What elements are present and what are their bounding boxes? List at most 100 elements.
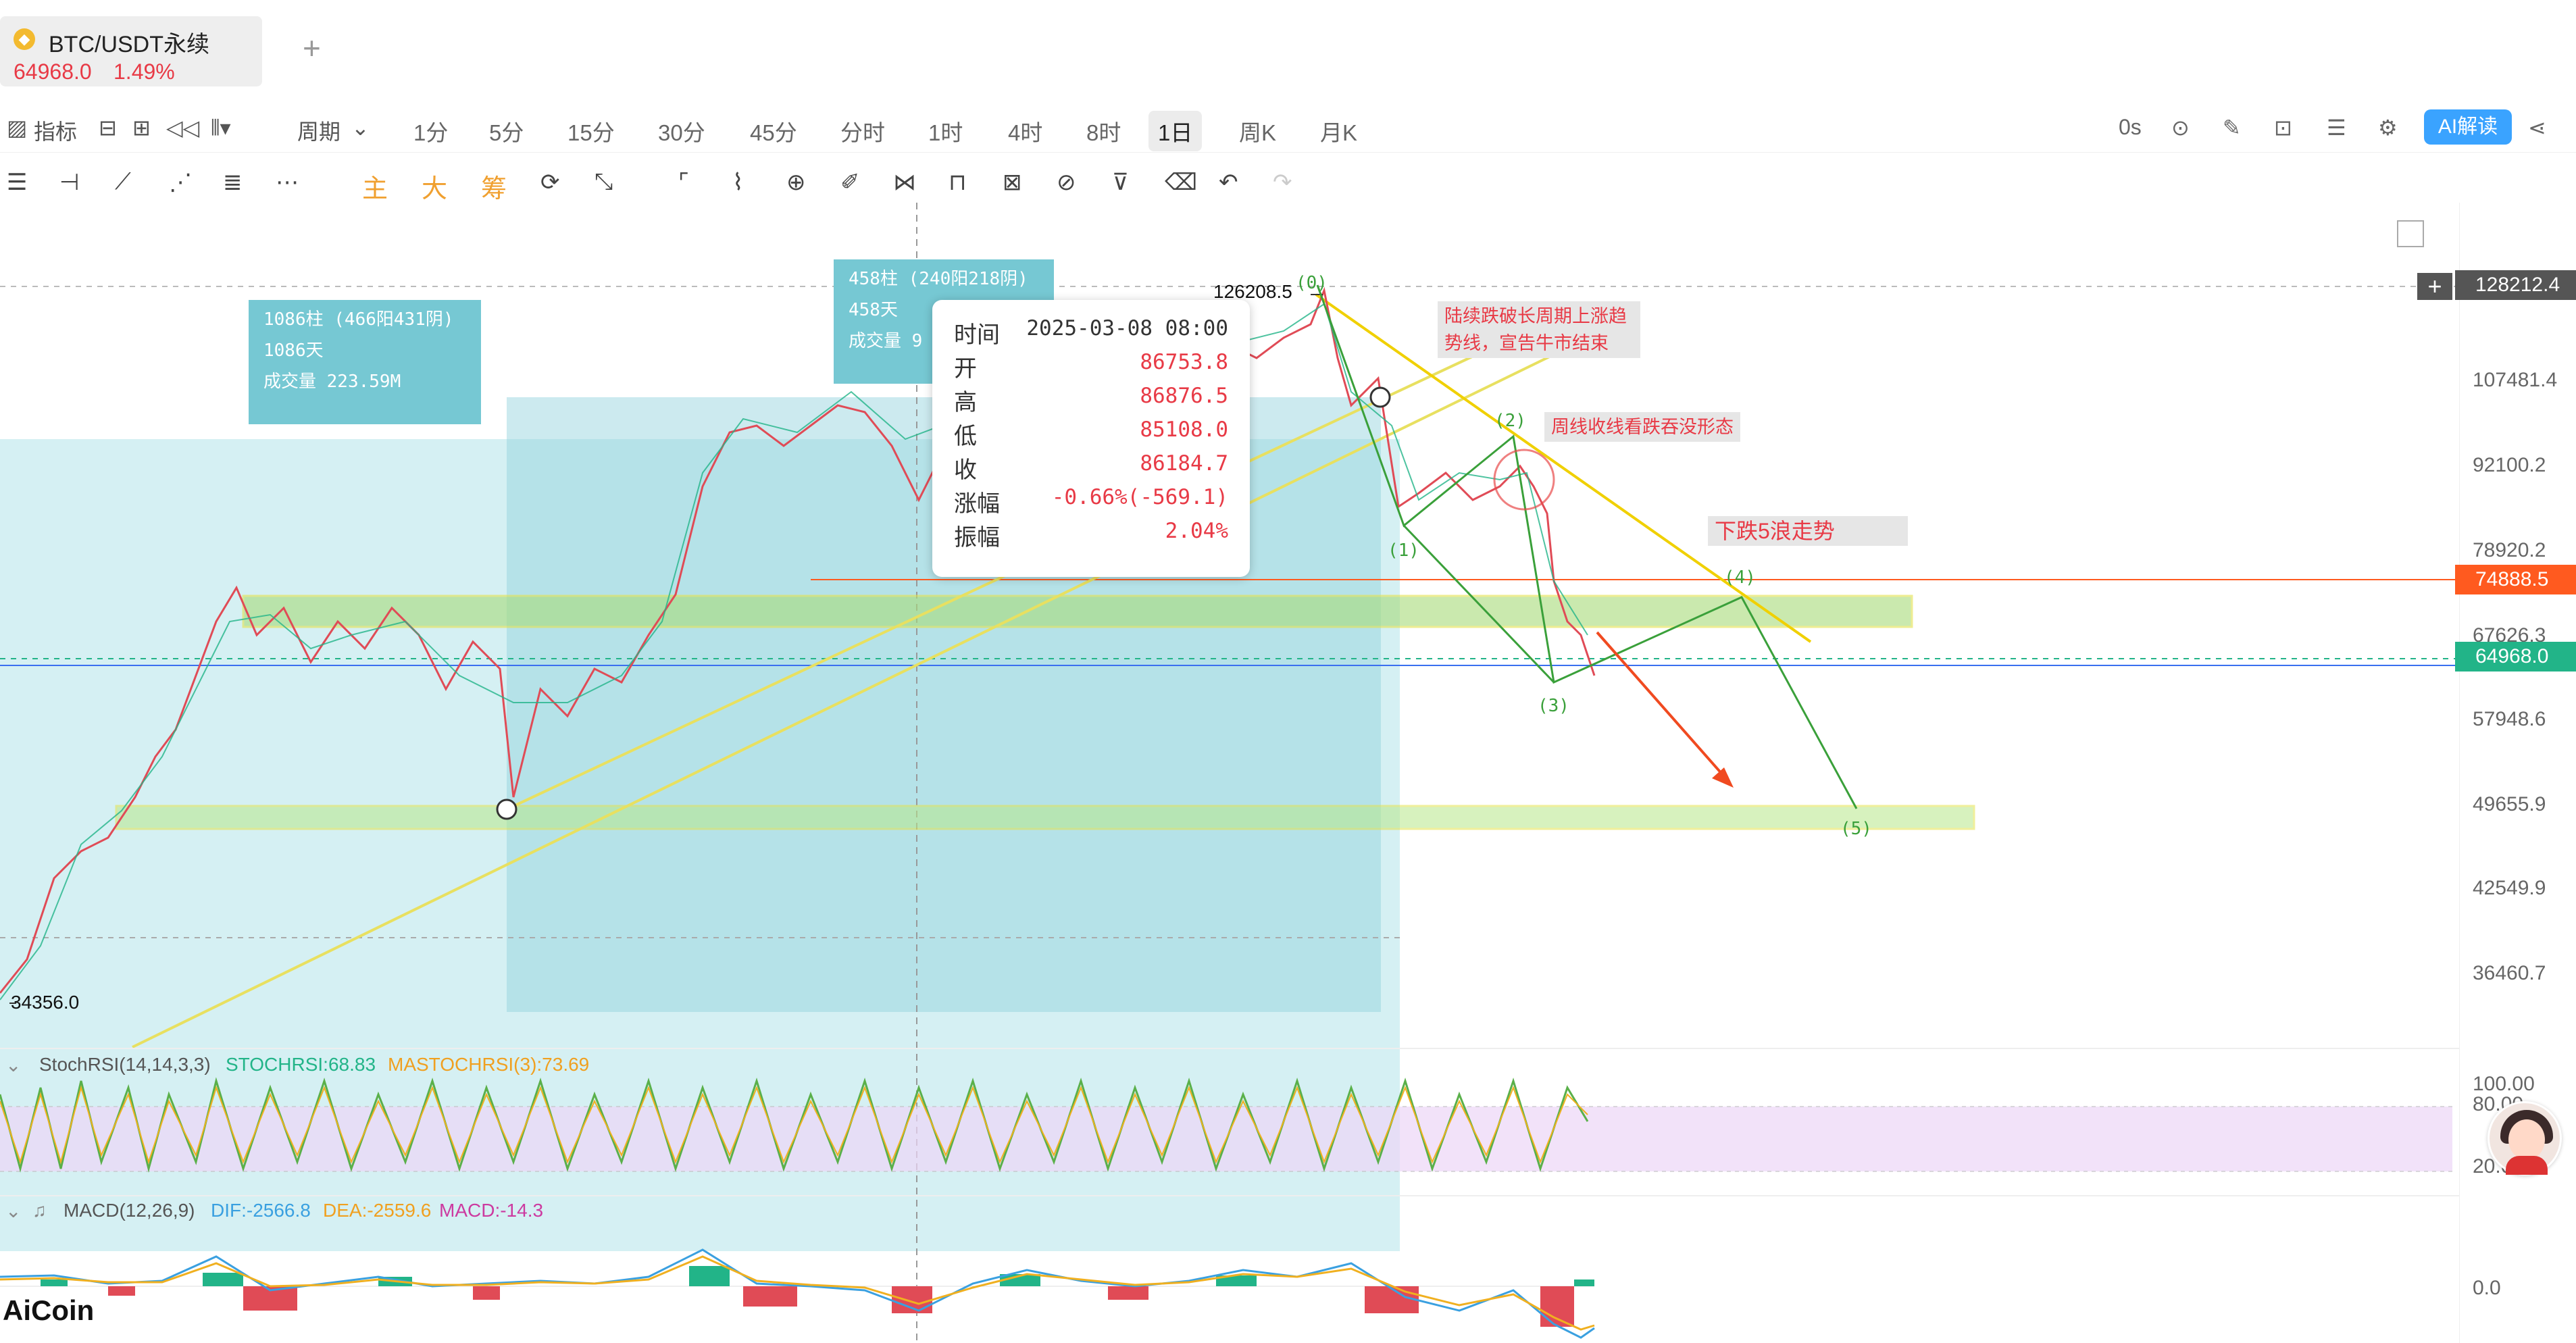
support-zone (115, 805, 1975, 830)
tooltip-change-label: 涨幅 (954, 491, 1000, 517)
high-price-label: 126208.5 (1213, 281, 1292, 302)
template-icon[interactable]: ⊠ (1003, 170, 1022, 195)
axis-label: 42549.9 (2473, 877, 2546, 899)
tooltip-close-value: 86184.7 (1140, 451, 1228, 476)
orange-price-tag: 74888.5 (2455, 565, 2576, 594)
lock-icon[interactable]: ⊓ (949, 170, 967, 195)
tf-4h[interactable]: 4时 (1008, 120, 1043, 145)
tf-15min[interactable]: 15分 (567, 120, 615, 145)
brush-icon[interactable]: ✐ (840, 170, 860, 195)
menu-icon[interactable]: ☰ (7, 170, 28, 195)
stoch-axis-100: 100.00 (2473, 1073, 2535, 1095)
wave-label-0: (0) (1296, 273, 1328, 293)
compare-icon[interactable]: ⊞ (132, 116, 151, 140)
measure-icon[interactable]: ⤡ (595, 169, 613, 195)
symbol-tab[interactable]: ◆ BTC/USDT永续 64968.0 1.49% (0, 16, 262, 86)
axis-label: 107481.4 (2473, 369, 2558, 391)
macd-value: MACD:-14.3 (439, 1200, 544, 1221)
macd-dif-line (0, 1248, 1595, 1339)
range-days: 1086天 (263, 340, 324, 361)
tf-5min[interactable]: 5分 (489, 120, 524, 145)
stochrsi-name[interactable]: StochRSI(14,14,3,3) (39, 1054, 211, 1075)
wave-label-1: (1) (1388, 540, 1419, 561)
tooltip-low-label: 低 (954, 424, 977, 449)
main-indicator-button[interactable]: 主 (362, 175, 388, 203)
zoom-icon[interactable]: ⊕ (786, 170, 806, 195)
fib-icon[interactable]: ≣ (223, 170, 243, 195)
tooltip-amplitude-label: 振幅 (954, 525, 1000, 551)
main-toolbar: ▨ 指标 ⊟ ⊞ ◁◁ ⫴▾ 周期 ⌄ 1分 5分 15分 30分 45分 分时… (0, 101, 2576, 153)
countdown-timer: 0s (2119, 115, 2142, 139)
wave-label-3: (3) (1538, 696, 1569, 716)
tf-8h[interactable]: 8时 (1086, 120, 1121, 145)
ruler-icon[interactable]: ⌇ (732, 170, 744, 195)
price-change: 1.49% (113, 59, 175, 84)
fullscreen-icon[interactable] (2397, 220, 2424, 247)
bell-icon[interactable]: ♫ (32, 1200, 47, 1221)
range-bars: 458柱 (240阳218阴) (849, 269, 1028, 289)
add-alert-icon[interactable]: + (2417, 273, 2452, 300)
tf-month[interactable]: 月K (1320, 120, 1358, 145)
tf-1d[interactable]: 1日 (1148, 111, 1203, 151)
hide-icon[interactable]: ⊘ (1057, 170, 1076, 195)
macd-name[interactable]: MACD(12,26,9) (64, 1200, 195, 1221)
mastochrsi-value: MASTOCHRSI(3):73.69 (388, 1054, 590, 1075)
chevron-down-icon[interactable]: ⌄ (351, 116, 370, 140)
assistant-avatar[interactable] (2487, 1101, 2562, 1175)
trash-icon[interactable]: ⌫ (1165, 170, 1198, 195)
collapse-icon[interactable]: ⌄ (5, 1200, 22, 1221)
list-icon[interactable]: ☰ (2327, 116, 2346, 140)
annotation-line: 势线，宣告牛市结束 (1444, 333, 1609, 353)
tooltip-time-value: 2025-03-08 08:00 (1026, 316, 1228, 340)
wave-label-2: (2) (1494, 411, 1526, 431)
tf-timeshare[interactable]: 分时 (840, 120, 885, 145)
indicator-icon[interactable]: ▨ (7, 116, 28, 140)
last-price-tag: 64968.0 (2455, 642, 2576, 672)
magnet-icon[interactable]: ⟳ (540, 170, 560, 195)
axis-label: 36460.7 (2473, 962, 2546, 984)
tooltip-low-value: 85108.0 (1140, 417, 1228, 442)
wave-label-4: (4) (1724, 567, 1756, 588)
collapse-icon[interactable]: ⌄ (5, 1055, 22, 1075)
candle-tooltip: 时间 2025-03-08 08:00 开 86753.8 高 86876.5 低 85… (932, 300, 1250, 577)
ai-interpret-button[interactable]: AI解读 (2424, 109, 2512, 145)
period-dropdown[interactable]: 周期 (297, 120, 341, 144)
alert-icon[interactable]: ⊡ (2274, 116, 2292, 140)
pen-icon[interactable]: ✎ (2223, 116, 2241, 140)
tf-1min[interactable]: 1分 (413, 120, 449, 145)
wave-lines (1316, 284, 1858, 809)
range-info-left: 1086柱 (466阳431阴) 1086天 成交量 223.59M (249, 300, 481, 424)
tooltip-high-value: 86876.5 (1140, 384, 1228, 408)
tf-1h[interactable]: 1时 (928, 120, 963, 145)
price-line (0, 286, 1596, 994)
settings-icon[interactable]: ⚙ (2378, 116, 2398, 140)
tf-30min[interactable]: 30分 (658, 120, 705, 145)
tf-week[interactable]: 周K (1239, 120, 1277, 145)
add-tab-icon[interactable]: + (303, 30, 321, 66)
horizontal-line-icon[interactable]: ⊣ (59, 170, 80, 195)
pattern-icon[interactable]: ⋈ (893, 170, 916, 195)
symbol-name: BTC/USDT永续 (49, 32, 209, 57)
camera-icon[interactable]: ⊙ (2171, 116, 2190, 140)
undo-icon[interactable]: ↶ (1219, 170, 1238, 195)
select-icon[interactable]: ⌜ (678, 170, 689, 195)
chip-button[interactable]: 筹 (481, 175, 507, 203)
more-icon[interactable]: ⋯ (276, 170, 299, 195)
trend-line-icon[interactable]: ⟋ (115, 169, 131, 195)
share-icon[interactable]: ⋖ (2528, 116, 2546, 140)
filter-icon[interactable]: ⊽ (1112, 170, 1129, 195)
candle-type-icon[interactable]: ⫴▾ (211, 116, 231, 140)
range-volume: 成交量 223.59M (263, 372, 401, 392)
redo-icon[interactable]: ↷ (1273, 170, 1292, 195)
tf-45min[interactable]: 45分 (750, 120, 797, 145)
replay-icon[interactable]: ◁◁ (166, 116, 200, 140)
large-order-button[interactable]: 大 (422, 175, 448, 203)
binance-coin-icon: ◆ (14, 28, 35, 50)
range-bars: 1086柱 (466阳431阴) (263, 309, 454, 330)
channel-icon[interactable]: ⋰ (169, 170, 192, 195)
tooltip-high-label: 高 (954, 390, 977, 415)
indicator-button[interactable]: 指标 (34, 120, 78, 144)
low-price-label: 34356.0 (11, 992, 80, 1013)
tooltip-open-value: 86753.8 (1140, 350, 1228, 374)
layout-icon[interactable]: ⊟ (99, 116, 117, 140)
